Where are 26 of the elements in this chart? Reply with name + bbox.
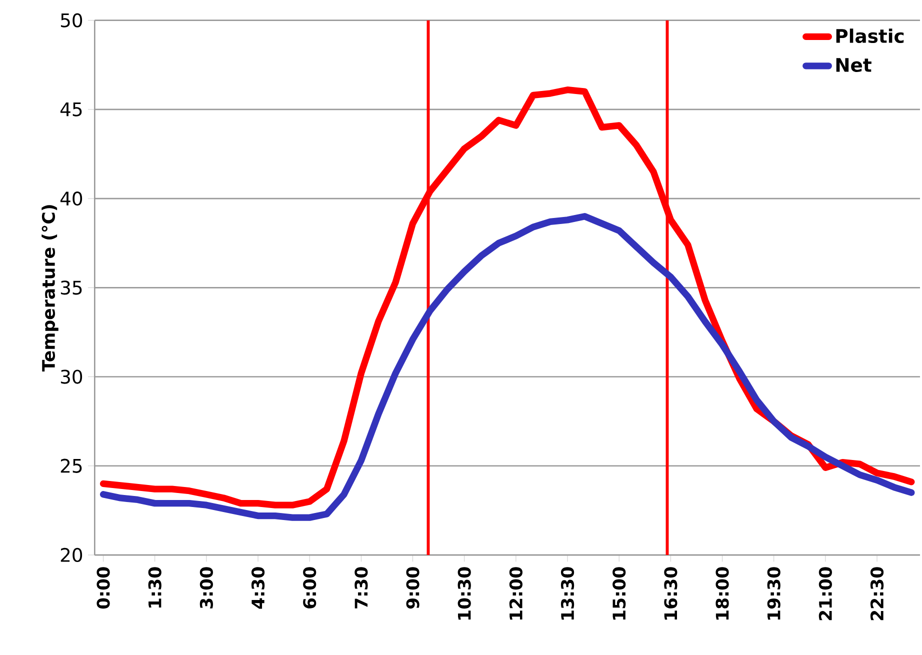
y-tick-label: 30	[60, 370, 82, 384]
x-tick-label: 4:30	[251, 567, 265, 609]
y-tick-label: 25	[60, 458, 82, 473]
x-tick-label: 7:30	[354, 567, 368, 608]
x-tick-label: 21:00	[818, 567, 832, 620]
y-tick-label: 40	[60, 191, 82, 206]
x-tick-label: 9:00	[406, 567, 420, 609]
x-tick-label: 18:00	[716, 567, 729, 620]
x-tick-label: 10:30	[458, 567, 471, 620]
y-tick-label: 45	[60, 102, 82, 116]
y-tick-label: 50	[60, 13, 82, 28]
y-axis-title: Temperature (°C)	[42, 205, 58, 372]
x-tick-label: 0:00	[96, 567, 110, 609]
x-tick-label: 22:30	[870, 567, 884, 620]
x-tick-label: 1:30	[148, 567, 162, 608]
y-tick-label: 35	[60, 280, 82, 295]
x-tick-label: 12:00	[509, 567, 522, 620]
y-tick-label: 20	[60, 548, 82, 562]
x-tick-label: 3:00	[200, 567, 213, 608]
x-tick-label: 19:30	[767, 567, 780, 620]
x-tick-label: 13:30	[560, 567, 574, 620]
legend-label: Net	[836, 58, 872, 72]
x-tick-label: 15:00	[612, 567, 626, 620]
x-tick-label: 16:30	[664, 567, 678, 620]
legend-label: Plastic	[836, 28, 904, 44]
x-tick-label: 6:00	[303, 567, 316, 608]
